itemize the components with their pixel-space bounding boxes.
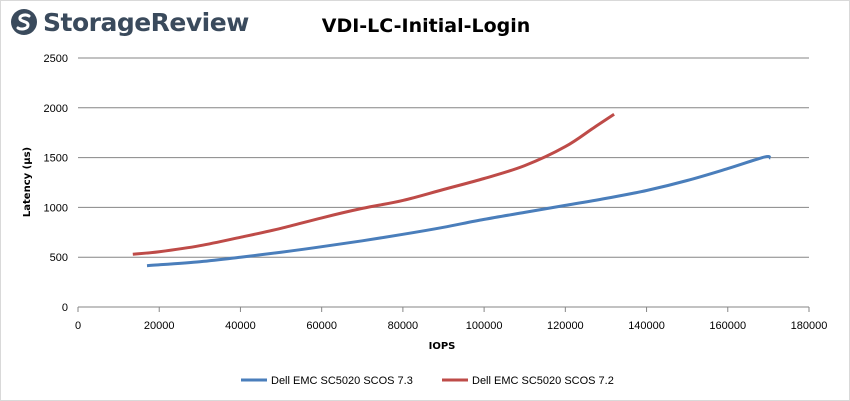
y-tick-label: 2000 — [44, 103, 68, 115]
legend-label-1: Dell EMC SC5020 SCOS 7.3 — [271, 375, 413, 387]
x-tick-label: 160000 — [709, 320, 746, 332]
storagereview-logo-icon — [11, 9, 37, 35]
series-line-2 — [132, 113, 615, 256]
y-axis-label: Latency (µs) — [22, 147, 33, 217]
x-tick-label: 100000 — [466, 320, 503, 332]
y-tick-label: 1500 — [44, 153, 68, 165]
x-tick-label: 140000 — [628, 320, 665, 332]
x-tick-label: 40000 — [225, 320, 256, 332]
x-tick-label: 120000 — [547, 320, 584, 332]
y-tick-label: 2500 — [44, 53, 68, 65]
brand-name: StorageReview — [43, 7, 249, 37]
x-axis-label: IOPS — [429, 341, 456, 352]
x-tick-label: 20000 — [144, 320, 175, 332]
brand-logo: StorageReview — [9, 4, 249, 40]
legend: Dell EMC SC5020 SCOS 7.3 Dell EMC SC5020 … — [241, 375, 614, 387]
x-tick-label: 180000 — [791, 320, 828, 332]
y-tick-label: 1000 — [44, 202, 68, 214]
x-tick-label: 80000 — [388, 320, 419, 332]
x-tick-label: 0 — [75, 320, 81, 332]
y-tick-label: 500 — [50, 252, 68, 264]
legend-label-2: Dell EMC SC5020 SCOS 7.2 — [472, 375, 614, 387]
y-tick-label: 0 — [62, 302, 68, 314]
chart-title: VDI-LC-Initial-Login — [321, 15, 531, 37]
x-tick-label: 60000 — [306, 320, 337, 332]
series-line-1 — [146, 155, 772, 268]
